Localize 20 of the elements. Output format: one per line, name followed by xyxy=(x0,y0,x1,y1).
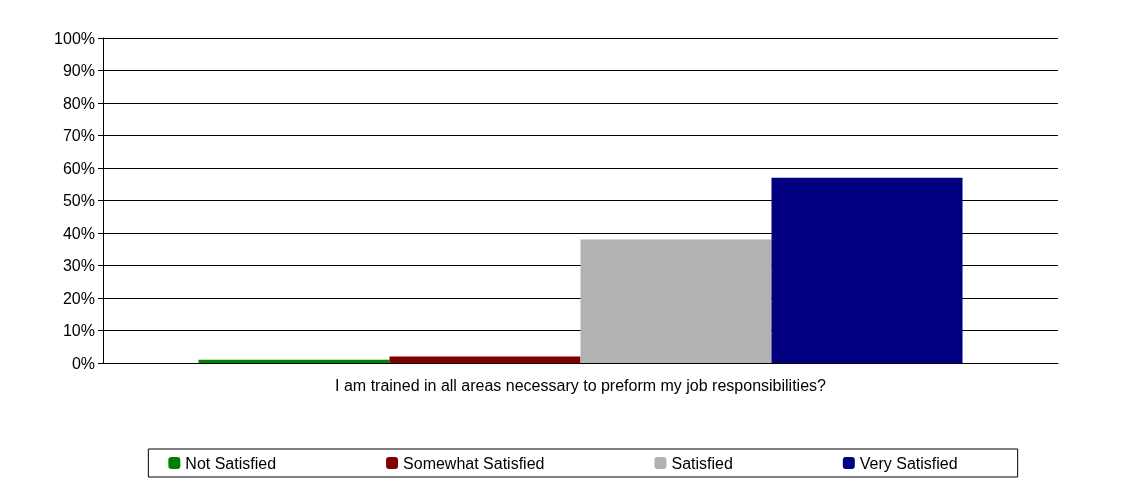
y-tick-label: 70% xyxy=(62,127,95,144)
y-tick-label: 30% xyxy=(62,257,95,274)
y-tick-label: 0% xyxy=(71,354,95,372)
y-tick-label: 10% xyxy=(62,322,95,339)
legend-label: Satisfied xyxy=(671,454,733,472)
y-tick-label: 50% xyxy=(62,192,95,209)
bar xyxy=(580,239,772,363)
bar xyxy=(198,359,390,363)
y-tick-label: 60% xyxy=(62,159,95,177)
x-tick-label: I am trained in all areas necessary to preform my job responsibilities? xyxy=(335,376,827,394)
y-tick-label: 80% xyxy=(62,94,95,112)
legend-label: Not Satisfied xyxy=(185,454,277,472)
y-tick-label: 40% xyxy=(62,224,95,242)
y-tick-label: 20% xyxy=(62,289,95,307)
y-tick-label: 100% xyxy=(54,29,95,47)
bar xyxy=(771,177,963,363)
bar xyxy=(389,356,581,363)
y-tick-label: 90% xyxy=(62,62,95,79)
legend-label: Very Satisfied xyxy=(859,454,958,472)
legend-label: Somewhat Satisfied xyxy=(403,454,545,472)
